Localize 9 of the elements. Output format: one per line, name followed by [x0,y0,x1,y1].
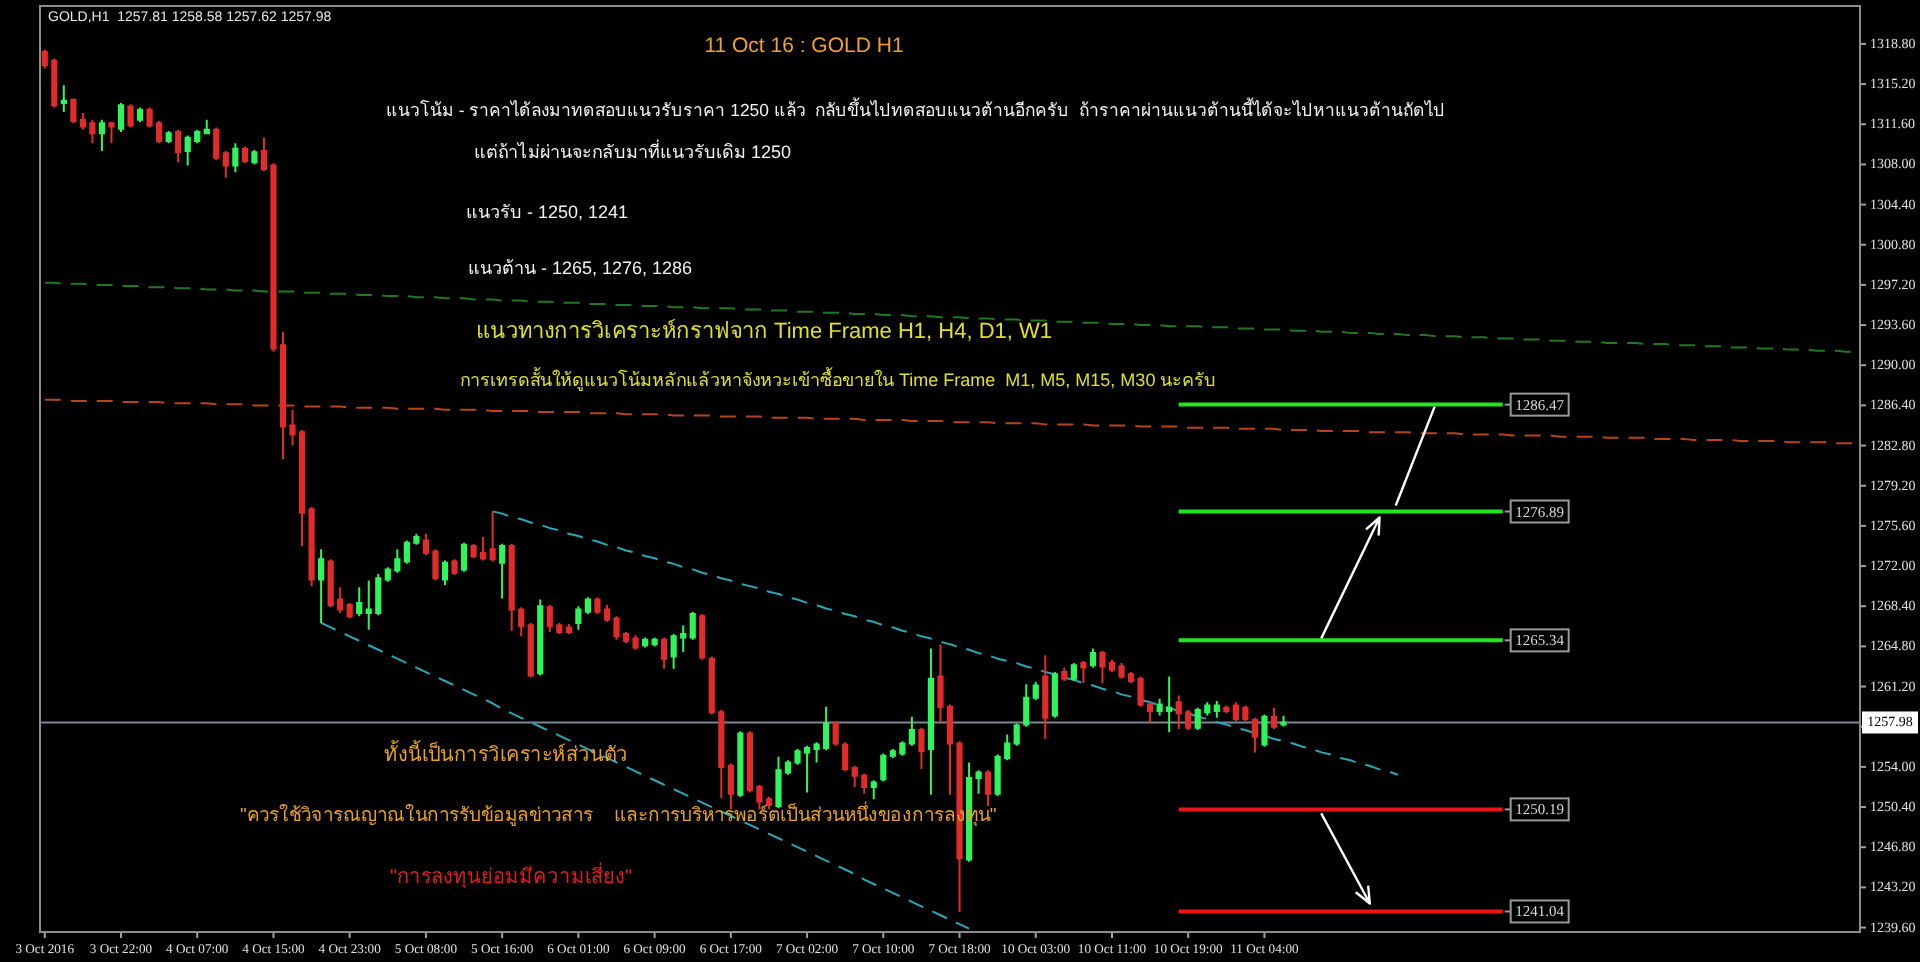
annotation: ทั้งนี้เป็นการวิเคราะห์ส่วนตัว [384,745,628,767]
annotation: แนวรับ - 1250, 1241 [466,202,629,222]
text: 11 Oct 16 : GOLD H1 [704,34,904,58]
annotation: การเทรดสั้นให้ดูแนวโน้มหลักแล้วหาจังหวะเข้าซื้อขายใน Time Frame M1, M5, M15, M30 นะครับ [460,370,1217,390]
annotation: แนวโน้ม - ราคาได้ลงมาทดสอบแนวรับราคา 1250 แล้ว กลับขึ้นไปทดสอบแนวต้านอีกครับ ถ้าราคาผ่านแนวต้านนี้ได้จะไปหาแนวต้านถัดไป [386,100,1446,120]
annotation: แนวทางการวิเคราะห์กราฟจาก Time Frame H1, H4, D1, W1 [476,320,1053,344]
annotation: "การลงทุนย่อมมีความเสี่ยง" [390,867,633,889]
annotation: แต่ถ้าไม่ผ่านจะกลับมาที่แนวรับเดิม 1250 [474,142,792,162]
annotation: แนวต้าน - 1265, 1276, 1286 [468,258,693,278]
